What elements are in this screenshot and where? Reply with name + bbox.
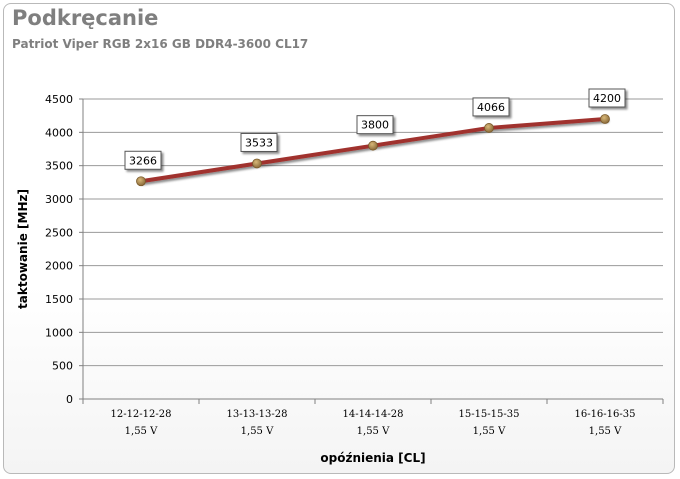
x-axis-title: opóźnienia [CL] xyxy=(320,451,425,465)
data-point xyxy=(368,140,378,151)
data-point xyxy=(252,158,262,169)
y-tick-label: 4000 xyxy=(45,126,73,139)
x-tick-label: 14-14-14-28 xyxy=(342,409,403,420)
y-tick-label: 500 xyxy=(52,360,73,373)
x-tick-label: 15-15-15-35 xyxy=(458,409,519,420)
y-tick-label: 1500 xyxy=(45,293,73,306)
data-point xyxy=(484,123,494,133)
x-tick-label: 13-13-13-28 xyxy=(226,409,287,420)
data-label-box xyxy=(356,115,394,135)
data-label: 4066 xyxy=(477,101,505,114)
y-tick-label: 3000 xyxy=(45,193,73,206)
x-tick-label: 1,55 V xyxy=(357,426,390,437)
data-label-box xyxy=(240,132,278,152)
y-tick-label: 3500 xyxy=(45,160,73,173)
chart-title: Podkręcanie xyxy=(12,6,159,30)
x-tick-label: 1,55 V xyxy=(241,426,274,437)
data-label-box xyxy=(472,97,510,117)
data-label-box xyxy=(124,150,162,170)
y-tick-label: 0 xyxy=(66,393,73,406)
x-tick-label: 1,55 V xyxy=(125,426,158,437)
y-tick-label: 4500 xyxy=(45,93,73,106)
data-label: 3800 xyxy=(361,119,389,132)
chart-frame xyxy=(3,3,675,474)
y-tick-label: 1000 xyxy=(45,326,73,339)
data-label: 4200 xyxy=(593,92,621,105)
y-tick-label: 2000 xyxy=(45,260,73,273)
x-tick-label: 16-16-16-35 xyxy=(574,409,635,420)
y-tick-label: 2500 xyxy=(45,226,73,239)
data-label: 3266 xyxy=(129,154,157,167)
x-tick-label: 1,55 V xyxy=(589,426,622,437)
data-point xyxy=(136,176,146,187)
data-point xyxy=(600,114,610,124)
x-tick-label: 12-12-12-28 xyxy=(110,409,171,420)
y-axis-title: taktowanie [MHz] xyxy=(16,189,30,309)
data-label-box xyxy=(588,88,626,108)
data-label: 3533 xyxy=(245,136,273,149)
chart-subtitle: Patriot Viper RGB 2x16 GB DDR4-3600 CL17 xyxy=(12,37,309,51)
x-tick-label: 1,55 V xyxy=(473,426,506,437)
